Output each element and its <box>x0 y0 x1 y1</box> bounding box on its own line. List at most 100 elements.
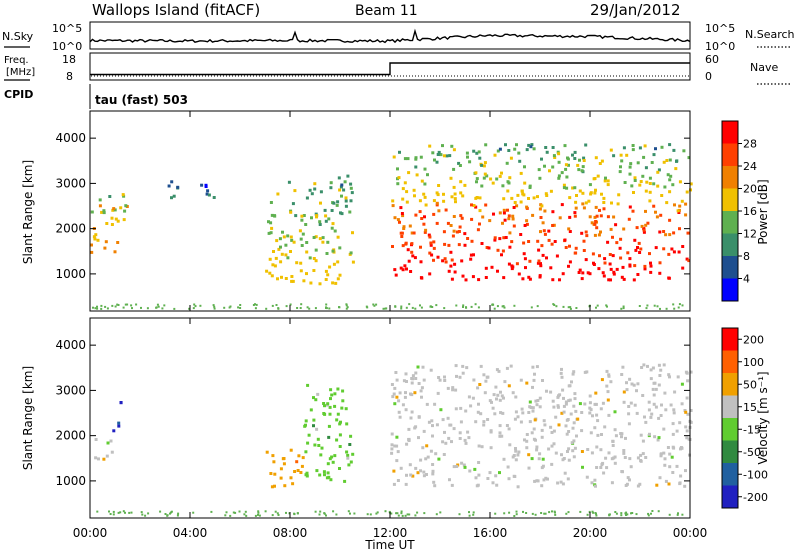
range-cell <box>522 241 526 245</box>
range-cell <box>419 155 423 159</box>
range-cell <box>557 176 561 180</box>
range-cell <box>396 479 400 482</box>
range-cell <box>633 179 637 182</box>
range-cell <box>400 212 404 215</box>
range-cell <box>336 260 340 264</box>
range-cell <box>532 147 536 151</box>
ground-cell <box>385 307 388 310</box>
range-cell <box>300 244 304 247</box>
range-cell <box>672 408 676 412</box>
ground-cell <box>237 306 240 309</box>
range-cell <box>460 259 464 263</box>
range-cell <box>635 389 638 393</box>
range-cell <box>459 191 463 195</box>
range-cell <box>490 265 494 269</box>
range-cell <box>331 222 335 226</box>
range-cell <box>340 212 344 216</box>
range-cell <box>507 384 511 388</box>
range-cell <box>508 176 512 180</box>
range-cell <box>505 161 509 165</box>
range-cell <box>429 241 433 245</box>
range-cell <box>466 430 470 434</box>
range-cell <box>680 199 684 203</box>
range-cell <box>542 419 546 423</box>
range-cell <box>444 208 448 212</box>
range-cell <box>620 275 624 279</box>
range-cell <box>94 438 98 441</box>
range-cell <box>422 222 426 226</box>
range-cell <box>333 404 337 408</box>
range-cell <box>580 169 584 173</box>
range-cell <box>527 143 531 147</box>
range-cell <box>663 457 667 461</box>
ground-cell <box>271 514 274 517</box>
range-cell <box>573 211 577 215</box>
range-cell <box>491 406 495 410</box>
range-cell <box>172 194 176 198</box>
range-cell <box>496 248 500 252</box>
range-cell <box>662 160 666 164</box>
range-cell <box>562 186 566 190</box>
range-cell <box>425 402 429 406</box>
range-cell <box>625 381 628 385</box>
range-cell <box>568 244 571 248</box>
range-cell <box>495 483 499 487</box>
range-cell <box>501 411 505 415</box>
range-cell <box>346 174 350 178</box>
range-cell <box>597 233 601 237</box>
range-cell <box>390 443 394 447</box>
range-cell <box>485 375 489 379</box>
range-cell <box>622 449 626 452</box>
range-cell <box>596 174 600 178</box>
range-cell <box>453 197 457 201</box>
range-cell <box>649 377 653 381</box>
ground-cell <box>169 512 171 515</box>
range-cell <box>513 417 517 421</box>
ground-cell <box>515 510 518 513</box>
range-cell <box>505 424 509 427</box>
colorbar-swatch <box>722 166 738 189</box>
ground-cell <box>225 511 228 514</box>
ground-cell <box>349 512 351 515</box>
ground-cell <box>276 512 279 515</box>
range-cell <box>671 183 675 187</box>
range-cell <box>663 185 667 189</box>
ground-cell <box>275 304 278 306</box>
ground-cell <box>345 307 348 310</box>
range-cell <box>646 221 650 225</box>
range-cell <box>480 163 484 167</box>
range-cell <box>644 420 648 424</box>
range-cell <box>572 404 576 408</box>
range-cell <box>460 461 464 465</box>
range-cell <box>306 383 310 387</box>
range-cell <box>417 382 421 385</box>
x-tick-label: 20:00 <box>573 526 608 540</box>
range-cell <box>640 366 644 369</box>
date-title: 29/Jan/2012 <box>590 1 681 19</box>
range-cell <box>557 423 561 427</box>
range-cell <box>519 171 523 175</box>
range-cell <box>414 157 418 161</box>
range-cell <box>598 208 601 212</box>
ground-cell <box>553 510 556 513</box>
range-cell <box>552 442 556 446</box>
range-cell <box>512 474 516 478</box>
ground-cell <box>114 305 117 308</box>
range-cell <box>405 200 409 204</box>
range-cell <box>482 420 486 424</box>
ground-cell <box>653 304 656 307</box>
ground-cell <box>300 303 303 306</box>
range-cell <box>606 215 610 219</box>
range-cell <box>330 455 334 459</box>
range-cell <box>599 466 603 469</box>
range-cell <box>498 424 502 428</box>
range-cell <box>557 174 561 178</box>
range-cell <box>521 411 525 415</box>
range-cell <box>506 180 510 184</box>
ground-cell <box>462 306 464 308</box>
ground-cell <box>569 307 572 310</box>
range-cell <box>660 403 663 407</box>
range-cell <box>647 408 651 412</box>
